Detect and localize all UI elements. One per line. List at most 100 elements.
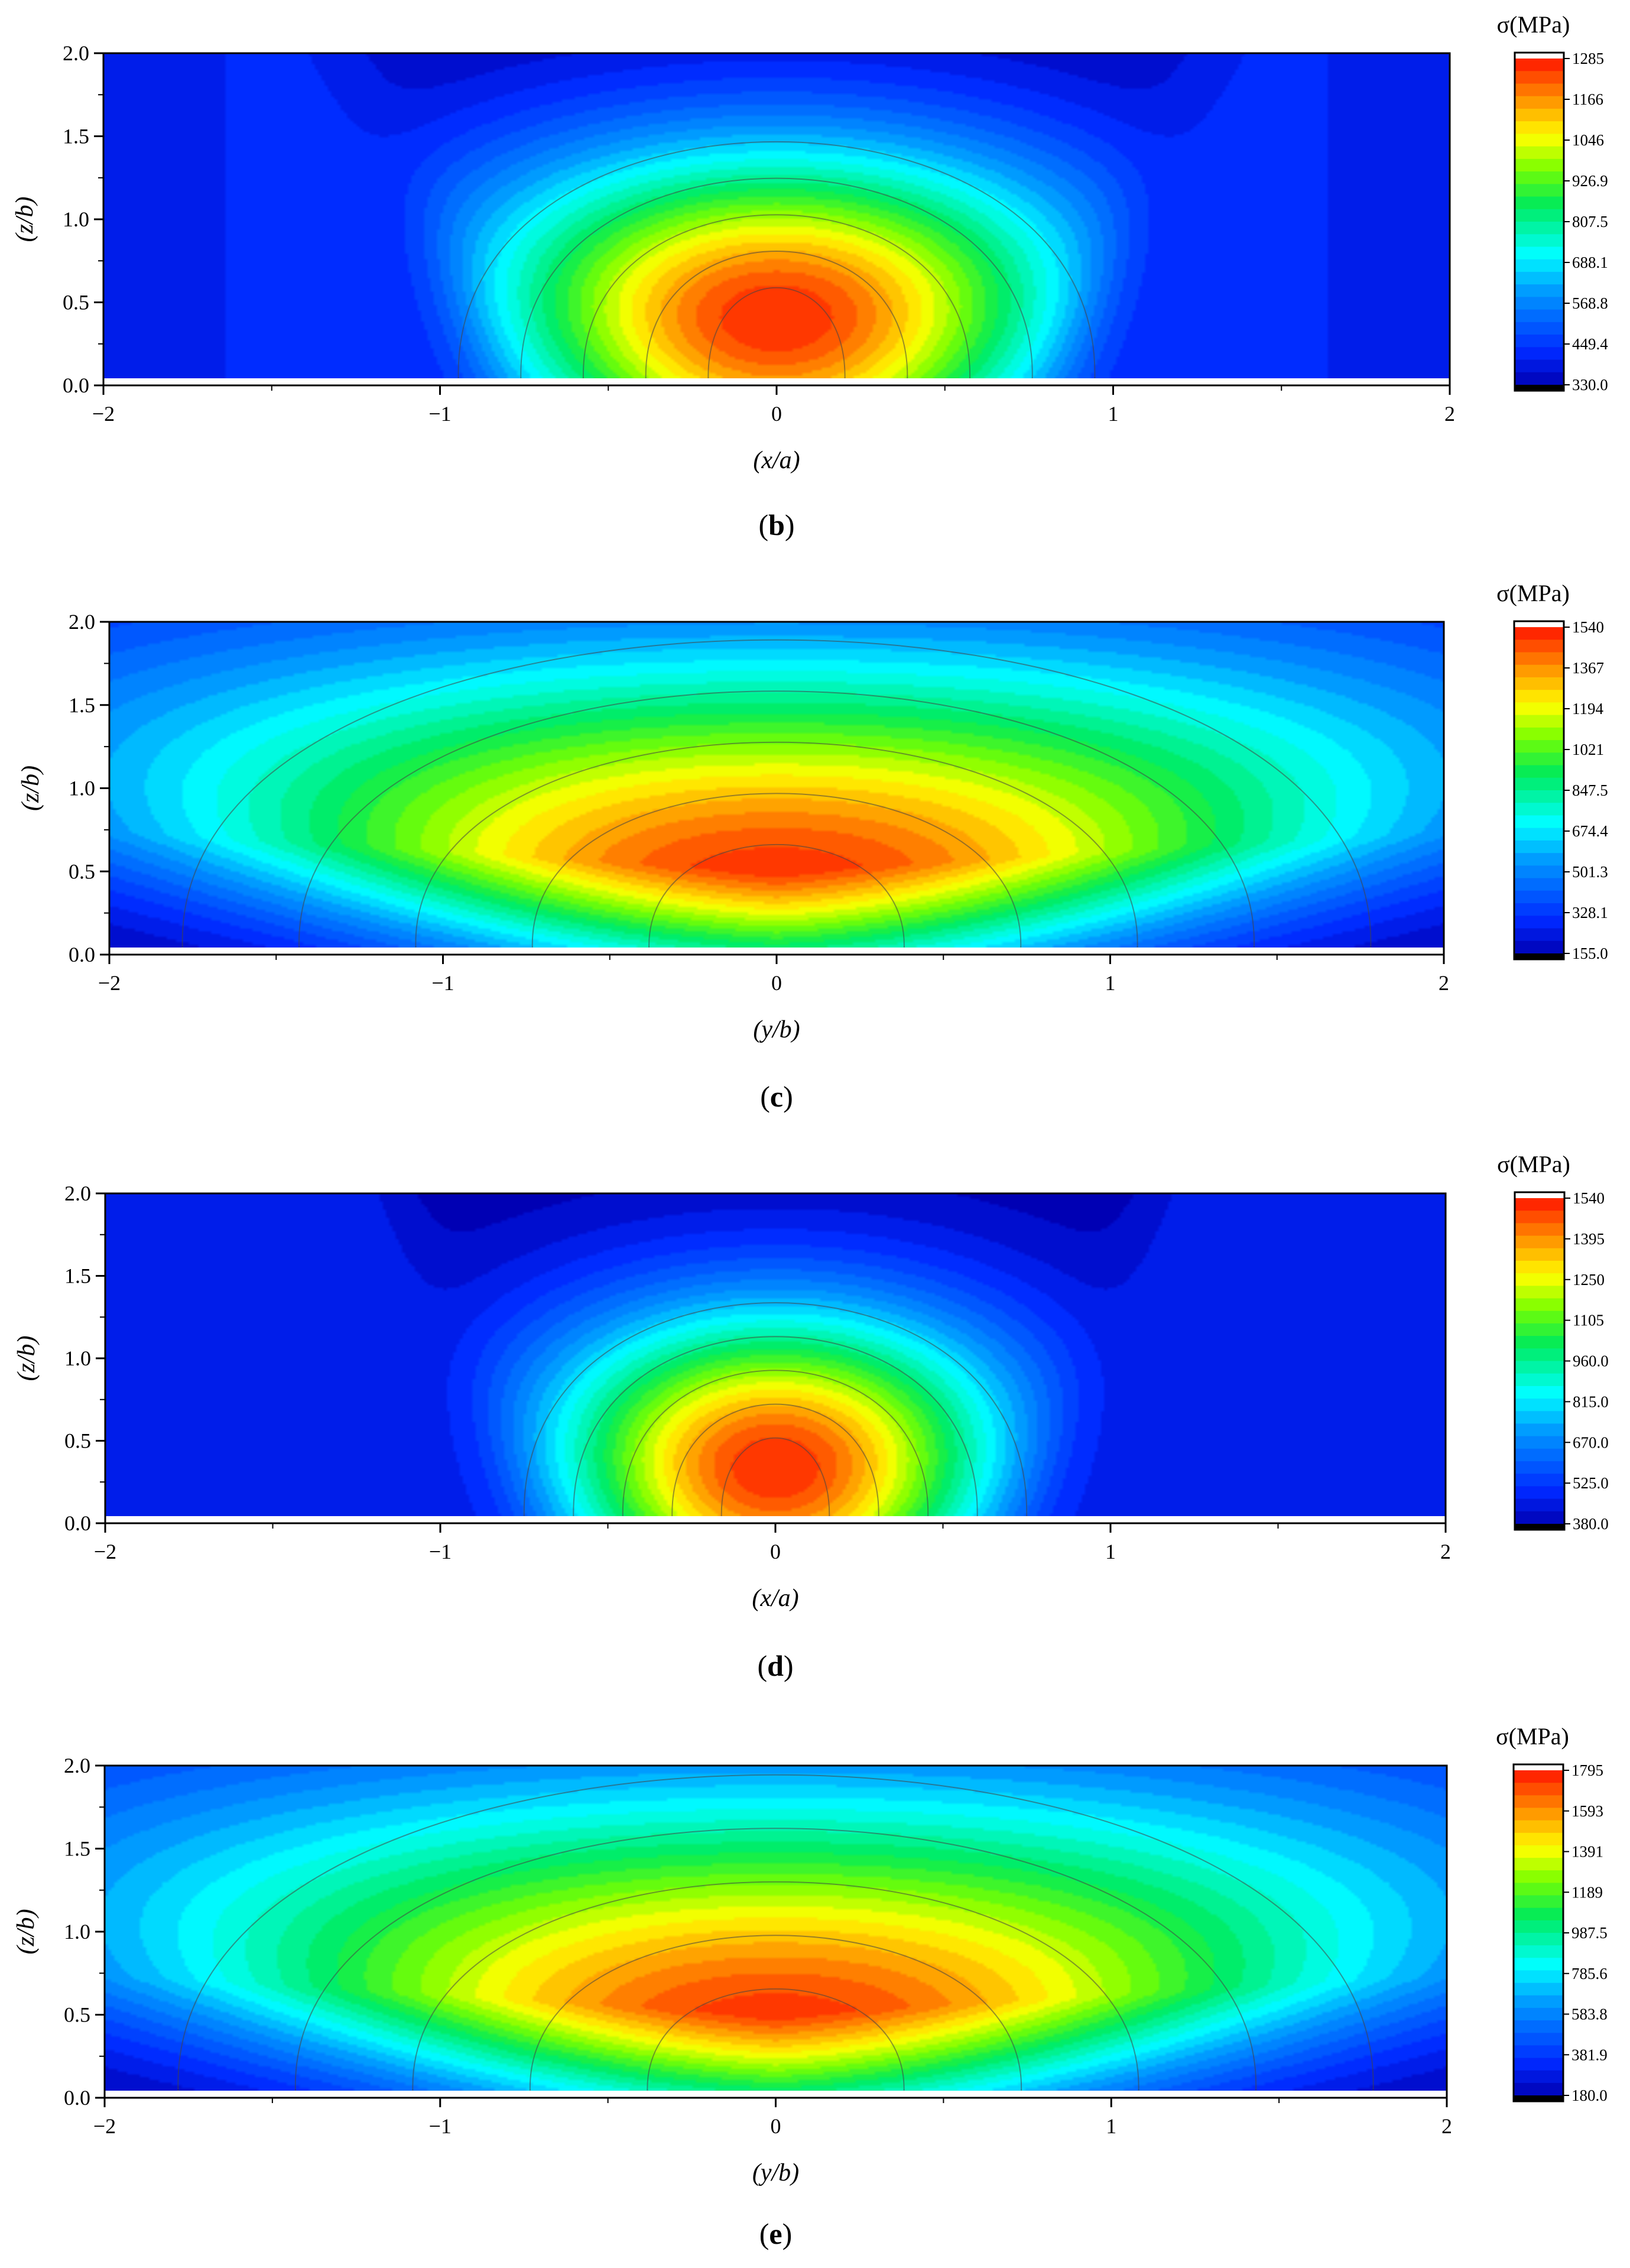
- colorbar-band: [1514, 828, 1564, 841]
- colorbar-tick-label: 381.9: [1571, 2046, 1608, 2063]
- colorbar-band: [1514, 1770, 1563, 1784]
- x-tick-label: 1: [1108, 402, 1119, 426]
- colorbar-tick-label: 807.5: [1572, 213, 1608, 231]
- x-tick-label: 0: [771, 2114, 781, 2138]
- colorbar-band: [1514, 740, 1564, 754]
- y-tick-label: 2.0: [64, 1182, 91, 1205]
- colorbar-cap-top: [1514, 621, 1564, 627]
- colorbar-tick-label: 1395: [1573, 1230, 1605, 1248]
- panel-caption: (c): [760, 1080, 793, 1113]
- colorbar-tick-label: 815.0: [1573, 1393, 1609, 1410]
- colorbar-band: [1514, 890, 1564, 904]
- colorbar-band: [1514, 2033, 1563, 2046]
- colorbar-tick-label: 960.0: [1573, 1352, 1609, 1370]
- colorbar-band: [1514, 1883, 1563, 1896]
- colorbar-band: [1514, 2058, 1563, 2071]
- colorbar-band: [1515, 59, 1564, 72]
- colorbar-band: [1514, 1795, 1563, 1809]
- colorbar-band: [1515, 284, 1564, 298]
- colorbar-band: [1515, 1260, 1564, 1274]
- y-axis-label: (z/b): [13, 1336, 40, 1381]
- surface-strip: [103, 378, 1450, 384]
- contour-line: [457, 141, 1096, 379]
- panel-c: −2 −1 0 1 20.00.51.01.52.0(y/b)(z/b)(c)15401…: [17, 580, 1608, 1113]
- colorbar-band: [1515, 372, 1564, 385]
- colorbar-band: [1515, 1211, 1564, 1224]
- colorbar-tick-label: 688.1: [1572, 254, 1608, 271]
- contour-line: [523, 1302, 1028, 1517]
- colorbar-band: [1514, 1995, 1563, 2009]
- x-tick-label: −2: [92, 402, 115, 426]
- caption-letter: b: [768, 508, 785, 541]
- y-axis-label: (z/b): [12, 1909, 40, 1955]
- colorbar: 1540 1367 1194 1021 847.5 674.4 501.3 328.1 155.…: [1496, 580, 1608, 962]
- colorbar-band: [1515, 1298, 1564, 1312]
- colorbar-tick-label: 1593: [1571, 1802, 1603, 1820]
- colorbar-band: [1514, 790, 1564, 804]
- colorbar-band: [1515, 246, 1564, 260]
- colorbar-band: [1515, 184, 1564, 197]
- contour-line: [671, 1403, 879, 1517]
- colorbar-title: σ(MPa): [1496, 1723, 1569, 1750]
- y-tick-label: 0.5: [69, 859, 95, 883]
- colorbar-tick-label: 1105: [1573, 1312, 1604, 1329]
- colorbar-tick-label: 525.0: [1573, 1474, 1609, 1492]
- surface-strip: [109, 948, 1444, 953]
- contour-line: [177, 1774, 1374, 2091]
- x-tick-label: −1: [428, 402, 451, 426]
- contour-line: [415, 741, 1138, 948]
- stress-field-heatmap: [109, 622, 1444, 948]
- stress-field-heatmap: [105, 1193, 1446, 1516]
- colorbar-band: [1515, 335, 1564, 348]
- colorbar-title: σ(MPa): [1496, 580, 1570, 606]
- panel-b: −2 −1 0 1 20.00.51.01.52.0(x/a)(z/b)(b)12851…: [11, 11, 1608, 541]
- x-tick-label: 0: [771, 402, 782, 426]
- colorbar-band: [1514, 853, 1564, 867]
- colorbar-tick-label: 155.0: [1572, 945, 1608, 962]
- y-tick-label: 0.5: [64, 1429, 91, 1453]
- colorbar-tick-label: 1285: [1572, 50, 1604, 67]
- colorbar-cap-top: [1515, 53, 1564, 59]
- colorbar-band: [1514, 777, 1564, 791]
- colorbar-band: [1514, 865, 1564, 879]
- colorbar-cap-bottom: [1514, 953, 1564, 959]
- colorbar-band: [1515, 1399, 1564, 1412]
- caption-letter: c: [770, 1080, 783, 1113]
- colorbar-band: [1514, 1907, 1563, 1921]
- colorbar-band: [1515, 271, 1564, 285]
- colorbar-title: σ(MPa): [1497, 1151, 1570, 1177]
- y-tick-label: 0.5: [64, 2003, 90, 2027]
- colorbar-band: [1515, 234, 1564, 248]
- colorbar-band: [1515, 322, 1564, 336]
- colorbar-tick-label: 926.9: [1572, 172, 1608, 190]
- colorbar-cap-bottom: [1514, 2095, 1563, 2101]
- colorbar-band: [1514, 1870, 1563, 1884]
- colorbar-band: [1514, 2045, 1563, 2059]
- colorbar-band: [1515, 1273, 1564, 1287]
- colorbar-tick-label: 847.5: [1572, 781, 1608, 799]
- stress-field-heatmap: [103, 53, 1450, 378]
- colorbar-band: [1515, 108, 1564, 122]
- colorbar-tick-label: 1391: [1571, 1843, 1603, 1861]
- colorbar-tick-label: 583.8: [1571, 2006, 1608, 2023]
- colorbar-band: [1514, 727, 1564, 741]
- colorbar-band: [1515, 259, 1564, 272]
- colorbar-band: [1514, 702, 1564, 716]
- colorbar-tick-label: 568.8: [1572, 294, 1608, 312]
- colorbar-band: [1514, 690, 1564, 703]
- colorbar: 1795 1593 1391 1189 987.5 785.6 583.8 381.9 180.…: [1496, 1723, 1608, 2104]
- colorbar-band: [1515, 309, 1564, 323]
- x-axis-label: (y/b): [753, 1016, 800, 1043]
- contour-line: [622, 1370, 929, 1517]
- panel-d: −2 −1 0 1 20.00.51.01.52.0(x/a)(z/b)(d)15401…: [13, 1151, 1609, 1682]
- panel-caption: (b): [758, 508, 794, 541]
- colorbar-band: [1514, 765, 1564, 778]
- colorbar-band: [1515, 209, 1564, 222]
- y-tick-label: 1.0: [69, 777, 95, 800]
- colorbar-band: [1514, 940, 1564, 954]
- x-tick-label: 1: [1106, 2114, 1116, 2138]
- colorbar-cap-top: [1515, 1192, 1564, 1198]
- y-tick-label: 1.5: [64, 1264, 91, 1288]
- colorbar-band: [1514, 1858, 1563, 1871]
- colorbar-band: [1514, 652, 1564, 666]
